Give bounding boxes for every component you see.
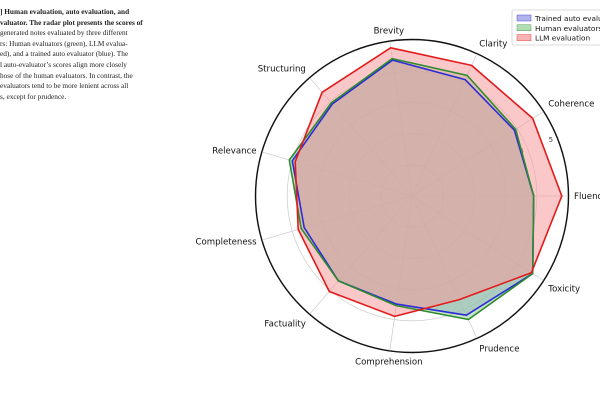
caption-line-5: ed), and a trained auto evaluator (blue)… xyxy=(0,49,129,59)
caption-line-8: evaluators tend to be more lenient acros… xyxy=(0,81,129,91)
radar-series xyxy=(288,46,563,321)
radar-axis-labels: Fluency Coherence Clarity Brevity Structurin… xyxy=(195,27,600,368)
series-line-2 xyxy=(294,46,563,318)
legend-swatch-2 xyxy=(516,34,532,41)
radial-tick-5: 5 xyxy=(549,136,553,144)
axis-label-comprehension: Comprehension xyxy=(355,357,422,367)
legend: Trained auto evaluatorHuman evaluatorsLL… xyxy=(511,9,600,46)
legend-swatch-1 xyxy=(516,24,532,31)
caption-line-9: s, except for prudence. xyxy=(0,91,67,101)
caption-line-2: valuator. The radar plot presents the sc… xyxy=(0,17,143,27)
axis-label-toxicity: Toxicity xyxy=(547,285,580,295)
axis-label-completeness: Completeness xyxy=(195,238,257,248)
series-line-0 xyxy=(291,59,535,317)
caption-line-3: generated notes evaluated by three diffe… xyxy=(0,28,128,38)
axis-label-factuality: Factuality xyxy=(264,319,305,329)
legend-label-2: LLM evaluation xyxy=(535,34,590,43)
caption-line-4: rs: Human evaluators (green), LLM evalua… xyxy=(0,38,128,48)
series-line-1 xyxy=(288,57,535,321)
caption-line-7: hose of the human evaluators. In contras… xyxy=(0,70,133,80)
axis-label-clarity: Clarity xyxy=(479,40,507,50)
legend-box xyxy=(511,9,600,46)
legend-label-0: Trained auto evaluator xyxy=(534,14,600,23)
axis-label-structuring: Structuring xyxy=(258,65,306,75)
axis-label-prudence: Prudence xyxy=(479,344,519,354)
series-fill-2 xyxy=(295,47,562,317)
legend-swatch-0 xyxy=(516,14,532,22)
caption-line-1: ] Human evaluation, auto evaluation, and xyxy=(0,7,130,16)
axis-label-relevance: Relevance xyxy=(212,146,256,156)
axis-label-fluency: Fluency xyxy=(574,192,600,202)
axis-label-coherence: Coherence xyxy=(548,99,594,109)
figure-caption: ] Human evaluation, auto evaluation, and… xyxy=(0,7,180,102)
caption-line-6: l auto-evaluator’s scores align more clo… xyxy=(0,59,127,69)
axis-label-brevity: Brevity xyxy=(374,27,404,37)
outer-frame xyxy=(254,38,570,354)
legend-label-1: Human evaluators xyxy=(535,24,600,33)
